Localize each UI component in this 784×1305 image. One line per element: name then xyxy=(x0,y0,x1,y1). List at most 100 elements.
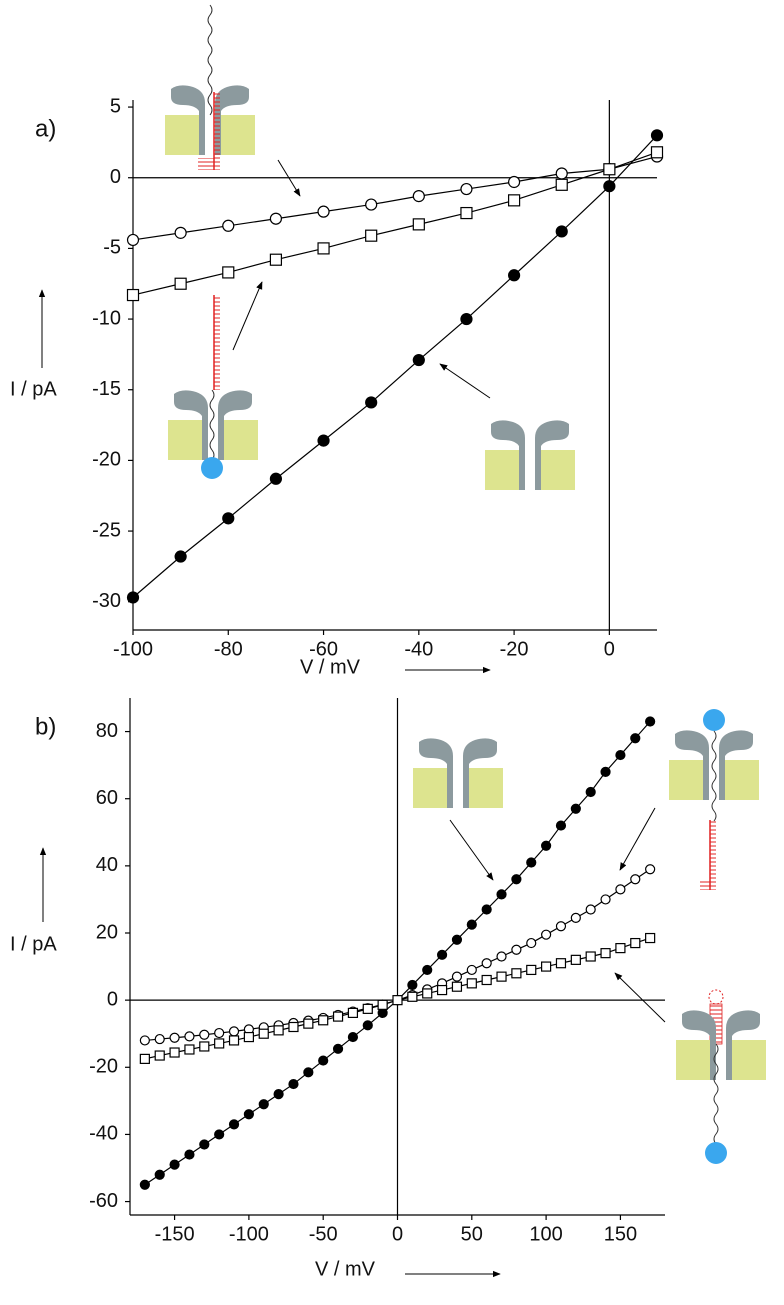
data-point xyxy=(451,971,463,982)
data-point xyxy=(555,178,568,191)
y-tick-label: -40 xyxy=(89,1123,118,1145)
data-point xyxy=(332,1043,344,1054)
data-point xyxy=(222,266,235,279)
data-point xyxy=(362,1003,373,1014)
y-tick-label: 40 xyxy=(96,854,118,876)
data-point xyxy=(481,958,492,969)
data-point xyxy=(154,1033,165,1045)
x-tick-label: 150 xyxy=(604,1223,637,1245)
x-axis-label: V / mV xyxy=(300,656,361,678)
data-point xyxy=(600,766,611,777)
data-point xyxy=(317,205,330,218)
data-point xyxy=(222,512,235,525)
dna-strand xyxy=(214,92,220,170)
data-point xyxy=(184,1149,195,1160)
data-point xyxy=(169,1159,180,1170)
dna-strand xyxy=(198,158,214,170)
data-point xyxy=(288,1021,299,1033)
data-point xyxy=(258,1028,269,1039)
data-point xyxy=(365,229,378,242)
data-point xyxy=(199,1029,210,1040)
data-point xyxy=(422,988,433,999)
data-point xyxy=(645,932,656,944)
data-point xyxy=(630,733,641,744)
data-point xyxy=(507,269,521,282)
data-point xyxy=(570,803,581,814)
arrow xyxy=(619,807,656,871)
data-point xyxy=(228,1035,240,1046)
data-point xyxy=(541,929,552,940)
data-point xyxy=(174,277,187,290)
data-point xyxy=(466,964,477,976)
data-point xyxy=(154,1169,165,1180)
data-point xyxy=(511,944,522,955)
data-point xyxy=(451,934,463,945)
panel-label: a) xyxy=(35,115,56,142)
data-point xyxy=(365,198,378,211)
panel-label: b) xyxy=(35,713,56,740)
data-point xyxy=(199,1139,210,1150)
x-tick-label: -100 xyxy=(113,638,153,660)
data-point xyxy=(645,864,656,875)
data-point xyxy=(139,1035,150,1046)
x-tick-label: -150 xyxy=(155,1223,195,1245)
data-point xyxy=(318,1055,329,1066)
x-axis-label: V / mV xyxy=(315,1258,376,1280)
data-point xyxy=(511,874,522,885)
data-point xyxy=(365,396,378,409)
data-point xyxy=(481,904,492,915)
data-point xyxy=(412,190,425,203)
data-point xyxy=(288,1078,299,1090)
bead xyxy=(703,709,725,731)
x-tick-label: 100 xyxy=(529,1223,562,1245)
data-point xyxy=(511,968,522,979)
data-point xyxy=(377,999,388,1010)
data-point xyxy=(496,951,507,962)
data-point xyxy=(273,1089,284,1100)
data-point xyxy=(555,225,568,238)
data-point xyxy=(436,949,448,960)
y-axis-label: I / pA xyxy=(10,378,57,400)
data-point xyxy=(214,1027,225,1039)
y-tick-label: -20 xyxy=(89,1056,118,1078)
pore-icon xyxy=(413,738,503,808)
series-line xyxy=(132,155,658,241)
y-tick-label: 5 xyxy=(110,95,121,117)
data-point xyxy=(228,1026,240,1037)
data-point xyxy=(630,874,641,885)
data-point xyxy=(603,163,616,176)
arrow xyxy=(232,281,263,351)
data-point xyxy=(303,1018,314,1029)
x-tick-label: -50 xyxy=(309,1223,338,1245)
data-point xyxy=(436,984,448,996)
y-tick-label: 60 xyxy=(96,787,118,809)
data-point xyxy=(481,974,492,986)
data-point xyxy=(507,194,521,207)
x-tick-label: -100 xyxy=(229,1223,269,1245)
data-point xyxy=(184,1044,195,1055)
dna-strand xyxy=(207,4,213,116)
data-point xyxy=(174,226,187,239)
data-point xyxy=(126,233,140,247)
data-point xyxy=(412,353,425,367)
data-point xyxy=(460,206,473,220)
data-point xyxy=(466,978,477,989)
data-point xyxy=(273,1025,284,1036)
x-tick-label: -40 xyxy=(404,638,433,660)
data-point xyxy=(451,981,463,992)
x-tick-label: 50 xyxy=(461,1223,483,1245)
dna-strand xyxy=(710,820,716,890)
series-line xyxy=(132,151,658,296)
data-point xyxy=(507,175,521,189)
y-axis-label: I / pA xyxy=(10,933,57,955)
dna-strand xyxy=(711,730,717,822)
y-tick-label: 80 xyxy=(96,720,118,742)
data-point xyxy=(496,889,507,900)
data-point xyxy=(541,961,552,972)
data-point xyxy=(243,1109,254,1120)
data-point xyxy=(184,1031,195,1042)
data-point xyxy=(600,948,611,959)
y-tick-label: 0 xyxy=(110,166,121,188)
data-point xyxy=(214,1129,225,1140)
data-point xyxy=(169,1032,180,1043)
